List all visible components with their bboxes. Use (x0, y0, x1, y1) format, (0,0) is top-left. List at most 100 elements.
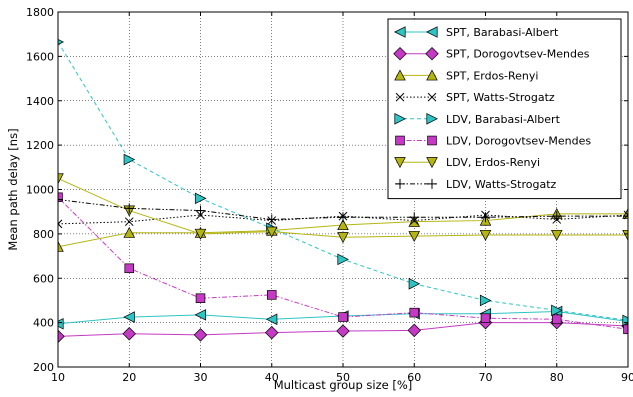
data-point-ldv-watts-strogatz (409, 212, 420, 223)
x-tick-label: 50 (336, 371, 350, 384)
legend-entry-spt-erdos-renyi: SPT, Erdos-Renyi (394, 69, 538, 82)
data-point-spt-dorogovtsev-mendes (407, 323, 421, 338)
data-point-ldv-watts-strogatz (551, 211, 562, 222)
legend-entry-ldv-dorogovtsev-mendes: LDV, Dorogovtsev-Mendes (395, 135, 591, 148)
data-point-spt-erdos-renyi (123, 226, 136, 238)
y-tick-label: 1600 (26, 50, 54, 63)
data-point-ldv-dorogovtsev-mendes (480, 313, 491, 323)
data-point-spt-dorogovtsev-mendes (336, 324, 350, 338)
legend-label: SPT, Dorogovtsev-Mendes (446, 48, 590, 61)
x-tick-label: 70 (479, 371, 493, 384)
y-tick-label: 1000 (26, 184, 54, 197)
data-point-ldv-barabasi-albert (551, 304, 563, 317)
data-point-ldv-barabasi-albert (408, 278, 421, 290)
data-point-spt-dorogovtsev-mendes (58, 329, 65, 344)
legend-marker (426, 157, 438, 169)
legend-marker (425, 46, 439, 61)
x-tick-label: 90 (621, 371, 633, 384)
data-point-spt-barabasi-albert (123, 311, 135, 323)
data-point-spt-watts-strogatz (124, 217, 134, 227)
legend-marker (395, 92, 405, 102)
legend-marker (393, 46, 407, 61)
data-point-ldv-erdos-renyi (550, 229, 563, 241)
data-point-spt-erdos-renyi (58, 240, 64, 252)
data-point-ldv-barabasi-albert (479, 294, 492, 307)
data-point-ldv-watts-strogatz (338, 212, 348, 223)
legend-entry-ldv-barabasi-albert: LDV, Barabasi-Albert (394, 113, 561, 126)
x-tick-label: 40 (265, 371, 279, 384)
legend-marker (394, 26, 406, 38)
data-point-ldv-watts-strogatz (480, 212, 491, 223)
legend-marker (395, 178, 405, 189)
legend-marker (426, 69, 438, 81)
legend-label: LDV, Erdos-Renyi (446, 156, 540, 169)
series-ldv-dorogovtsev-mendes (58, 192, 628, 335)
data-point-ldv-watts-strogatz (58, 194, 63, 205)
legend-label: LDV, Watts-Strogatz (446, 178, 557, 191)
x-tick-label: 60 (407, 371, 421, 384)
data-point-ldv-dorogovtsev-mendes (338, 312, 348, 322)
legend-label: LDV, Barabasi-Albert (446, 113, 561, 126)
data-point-ldv-dorogovtsev-mendes (409, 307, 420, 318)
x-tick-label: 80 (550, 371, 564, 384)
x-tick-label: 30 (194, 371, 208, 384)
legend-marker (394, 157, 406, 169)
legend-marker (427, 178, 437, 189)
y-axis-title: Mean path delay [ns] (6, 128, 20, 250)
data-point-ldv-watts-strogatz (266, 214, 277, 225)
series-line-spt-watts-strogatz (58, 214, 628, 225)
legend: SPT, Barabasi-Albert SPT, Dorogovtsev-Men… (387, 18, 622, 200)
x-tick-label: 10 (51, 371, 65, 384)
data-point-ldv-watts-strogatz (195, 205, 206, 216)
data-point-ldv-watts-strogatz (124, 203, 135, 214)
legend-entry-ldv-watts-strogatz: LDV, Watts-Strogatz (395, 178, 557, 191)
legend-marker (394, 113, 406, 125)
data-point-ldv-erdos-renyi (408, 231, 421, 243)
data-point-ldv-watts-strogatz (623, 211, 628, 222)
data-point-spt-watts-strogatz (623, 210, 628, 220)
data-point-ldv-erdos-renyi (265, 226, 278, 238)
series-layer (58, 38, 628, 344)
x-tick-label: 20 (122, 371, 136, 384)
data-point-ldv-barabasi-albert (123, 153, 136, 166)
y-tick-label: 400 (33, 317, 54, 330)
data-point-spt-barabasi-albert (58, 317, 64, 330)
legend-marker (427, 135, 437, 146)
ticks: 10 20 30 40 50 60 70 80 90 200 400 600 800 1000 1200 14… (26, 6, 633, 384)
data-point-ldv-barabasi-albert (58, 38, 64, 45)
y-tick-label: 1800 (26, 6, 54, 19)
data-point-ldv-barabasi-albert (337, 253, 349, 266)
series-ldv-watts-strogatz (58, 194, 628, 225)
legend-label: SPT, Erdos-Renyi (446, 69, 538, 82)
data-point-ldv-erdos-renyi (479, 229, 492, 241)
legend-marker (426, 26, 438, 38)
data-point-ldv-dorogovtsev-mendes (124, 263, 135, 274)
data-point-ldv-erdos-renyi (194, 228, 207, 240)
data-point-ldv-erdos-renyi (58, 173, 64, 185)
legend-label: LDV, Dorogovtsev-Mendes (446, 135, 591, 148)
data-point-spt-dorogovtsev-mendes (193, 328, 208, 342)
y-tick-label: 200 (33, 361, 54, 374)
y-tick-label: 1200 (26, 139, 54, 152)
data-point-spt-dorogovtsev-mendes (122, 326, 136, 341)
data-point-ldv-dorogovtsev-mendes (623, 324, 628, 335)
data-point-ldv-dorogovtsev-mendes (266, 290, 277, 300)
data-point-ldv-erdos-renyi (337, 232, 349, 244)
data-point-ldv-barabasi-albert (194, 192, 207, 205)
series-line-ldv-dorogovtsev-mendes (58, 196, 628, 330)
legend-entry-spt-dorogovtsev-mendes: SPT, Dorogovtsev-Mendes (393, 46, 590, 61)
data-point-spt-barabasi-albert (194, 309, 207, 321)
legend-entry-spt-barabasi-albert: SPT, Barabasi-Albert (394, 26, 559, 39)
legend-marker (394, 69, 406, 81)
legend-label: SPT, Watts-Strogatz (446, 91, 555, 104)
data-point-spt-erdos-renyi (337, 219, 349, 231)
series-ldv-erdos-renyi (58, 173, 628, 244)
data-point-spt-watts-strogatz (58, 219, 63, 229)
legend-entry-spt-watts-strogatz: SPT, Watts-Strogatz (395, 91, 555, 104)
legend-entry-ldv-erdos-renyi: LDV, Erdos-Renyi (394, 156, 540, 169)
legend-label: SPT, Barabasi-Albert (446, 26, 559, 39)
legend-marker (427, 92, 437, 102)
series-line-ldv-watts-strogatz (58, 198, 628, 220)
legend-marker (426, 113, 438, 125)
